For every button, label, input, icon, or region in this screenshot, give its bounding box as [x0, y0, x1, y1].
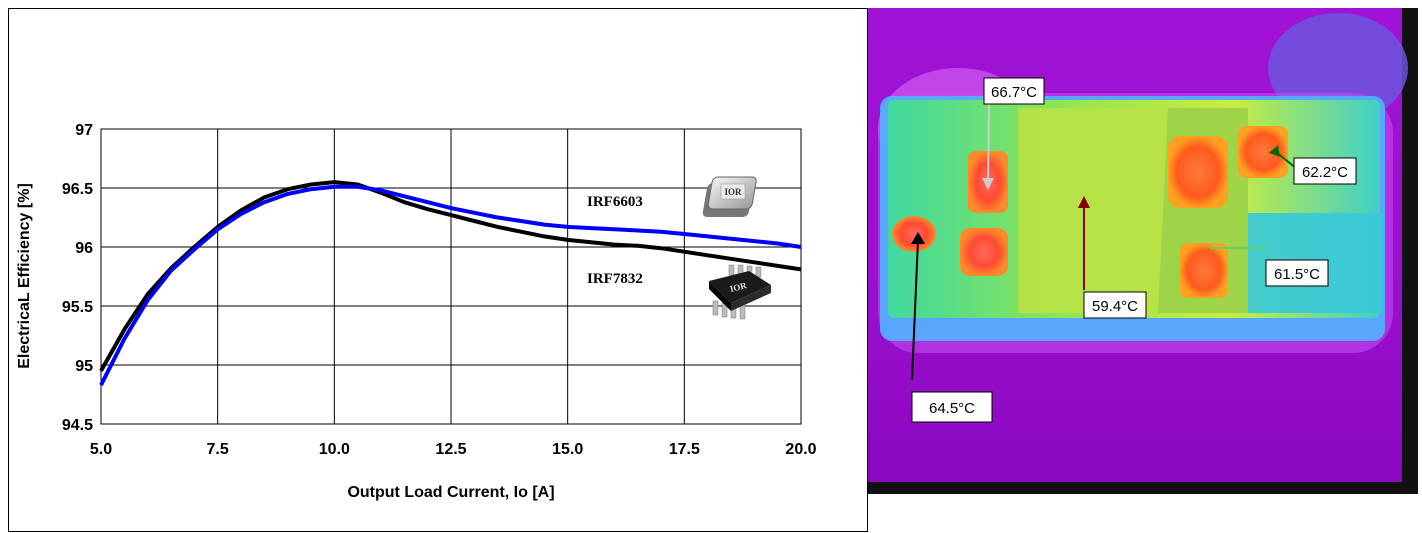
svg-text:61.5°C: 61.5°C	[1274, 266, 1320, 283]
svg-text:59.4°C: 59.4°C	[1092, 298, 1138, 315]
tick-labels: 5.0 7.5 10.0 12.5 15.0 17.5 20.0 94.5 95 95.5 96 96…	[62, 122, 817, 458]
x-tick-label: 5.0	[90, 441, 112, 458]
series-label-irf6603: IRF6603	[587, 194, 643, 210]
arrow-66-7	[987, 102, 990, 184]
y-tick-label: 94.5	[62, 417, 93, 434]
callout-64-5: 64.5°C	[911, 391, 993, 423]
series-line-irf6603	[99, 184, 802, 387]
svg-text:62.2°C: 62.2°C	[1302, 164, 1348, 181]
y-tick-label: 95	[75, 358, 93, 375]
series-line-irf7832	[99, 180, 802, 372]
series-lines	[99, 180, 802, 387]
x-axis-title: Output Load Current, Io [A]	[347, 484, 554, 501]
x-tick-label: 15.0	[552, 441, 583, 458]
hotspot-lower-right	[1180, 243, 1228, 298]
x-tick-label: 17.5	[669, 441, 700, 458]
efficiency-chart: 5.0 7.5 10.0 12.5 15.0 17.5 20.0 94.5 95 95.5 96 96…	[16, 122, 817, 501]
svg-text:IOR: IOR	[724, 187, 742, 197]
callout-61-5: 61.5°C	[1265, 259, 1329, 287]
y-tick-label: 96.5	[62, 181, 93, 198]
x-tick-label: 7.5	[207, 441, 229, 458]
so8-package-icon: IOR	[709, 264, 771, 320]
svg-text:IOR: IOR	[729, 280, 748, 294]
efficiency-chart-panel: 5.0 7.5 10.0 12.5 15.0 17.5 20.0 94.5 95 95.5 96 96…	[8, 8, 868, 532]
svg-text:64.5°C: 64.5°C	[929, 400, 975, 417]
arrow-64-5	[911, 239, 919, 381]
thermal-image: 66.7°C 62.2°C 61.5°C 59.4°C 64.5°C	[868, 8, 1418, 494]
y-tick-label: 97	[75, 122, 93, 139]
hotspot-right-ic	[1238, 126, 1288, 178]
hotspot-bottom-mosfet	[960, 228, 1008, 276]
x-tick-label: 12.5	[435, 441, 466, 458]
callout-66-7: 66.7°C	[983, 77, 1045, 105]
x-tick-label: 10.0	[319, 441, 350, 458]
callout-59-4: 59.4°C	[1083, 291, 1147, 319]
y-tick-label: 96	[75, 240, 93, 257]
hotspot-driver	[892, 216, 936, 252]
directfet-package-icon: IOR	[702, 176, 757, 217]
y-tick-label: 95.5	[62, 299, 93, 316]
thermal-image-panel: 66.7°C 62.2°C 61.5°C 59.4°C 64.5°C	[868, 8, 1418, 494]
svg-text:66.7°C: 66.7°C	[991, 84, 1037, 101]
x-tick-label: 20.0	[785, 441, 816, 458]
hotspot-right-upper	[1168, 136, 1228, 208]
callout-62-2: 62.2°C	[1293, 157, 1357, 185]
y-axis-title: ElectricaL Efficiency [%]	[16, 183, 33, 369]
grid-lines	[101, 129, 801, 424]
series-label-irf7832: IRF7832	[587, 271, 643, 287]
